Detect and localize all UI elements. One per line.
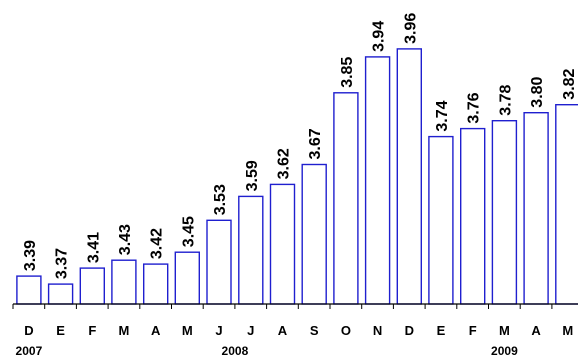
bar-value-label: 3.42 bbox=[149, 228, 166, 259]
bar bbox=[460, 127, 486, 305]
bar bbox=[269, 183, 296, 305]
x-axis-category-label: D bbox=[405, 323, 414, 338]
x-axis-category-label: M bbox=[499, 323, 510, 338]
bar bbox=[301, 163, 327, 305]
x-axis-category-label: E bbox=[437, 323, 446, 338]
bar-value-label: 3.39 bbox=[22, 240, 39, 271]
bar bbox=[396, 48, 422, 305]
bar-value-label: 3.82 bbox=[561, 68, 578, 99]
bar bbox=[16, 275, 42, 305]
bar bbox=[428, 135, 454, 305]
x-axis-category-label: A bbox=[278, 323, 288, 338]
x-axis-category-label: S bbox=[310, 323, 319, 338]
x-axis-year-labels: 2007 2008 2009 bbox=[16, 344, 519, 358]
bar bbox=[206, 219, 232, 305]
x-axis-ticks bbox=[12, 304, 553, 309]
x-axis-category-label: A bbox=[151, 323, 161, 338]
x-axis-category-label: M bbox=[118, 323, 129, 338]
bar-value-label: 3.76 bbox=[466, 92, 483, 123]
bar bbox=[333, 92, 359, 305]
bar bbox=[523, 111, 549, 305]
x-axis-category-label: J bbox=[247, 323, 254, 338]
bar bbox=[79, 267, 106, 305]
bar-value-label: 3.43 bbox=[117, 224, 134, 255]
x-axis-year-label: 2007 bbox=[16, 344, 43, 358]
bar-value-label: 3.37 bbox=[54, 248, 71, 279]
x-axis-category-label: D bbox=[24, 323, 33, 338]
bar-value-label: 3.74 bbox=[434, 100, 451, 131]
x-axis-category-label: A bbox=[531, 323, 541, 338]
bar bbox=[111, 259, 137, 305]
x-axis-category-label: F bbox=[469, 323, 477, 338]
bar bbox=[47, 283, 74, 305]
bar bbox=[142, 263, 169, 305]
bar-value-label: 3.78 bbox=[497, 84, 514, 115]
x-axis-category-label: M bbox=[562, 323, 573, 338]
x-axis-category-label: M bbox=[182, 323, 193, 338]
x-axis-category-label: N bbox=[373, 323, 382, 338]
bar bbox=[238, 195, 264, 305]
bar bbox=[364, 56, 391, 305]
x-axis-category-label: J bbox=[215, 323, 222, 338]
x-axis-category-label: E bbox=[56, 323, 65, 338]
value-labels: 3.39 3.37 3.41 3.43 3.42 3.45 3.53 3.59 3.62 3.67… bbox=[22, 13, 578, 279]
bar-value-label: 3.41 bbox=[85, 232, 102, 263]
bar-value-label: 3.62 bbox=[276, 148, 293, 179]
bar bbox=[174, 251, 201, 305]
x-axis-year-label: 2009 bbox=[491, 344, 518, 358]
bar bbox=[491, 119, 518, 305]
bar bbox=[555, 103, 578, 305]
x-axis-year-label: 2008 bbox=[222, 344, 249, 358]
bars bbox=[16, 48, 578, 305]
x-axis-category-label: F bbox=[88, 323, 96, 338]
bar-value-label: 3.96 bbox=[402, 13, 419, 44]
bar-value-label: 3.85 bbox=[339, 57, 356, 88]
bar-value-label: 3.59 bbox=[244, 160, 261, 191]
bar-value-label: 3.80 bbox=[529, 76, 546, 107]
bar-value-label: 3.53 bbox=[212, 184, 229, 215]
bar-value-label: 3.45 bbox=[180, 216, 197, 247]
x-axis-category-label: O bbox=[341, 323, 351, 338]
bar-value-label: 3.94 bbox=[371, 21, 388, 52]
bar-value-label: 3.67 bbox=[307, 128, 324, 159]
